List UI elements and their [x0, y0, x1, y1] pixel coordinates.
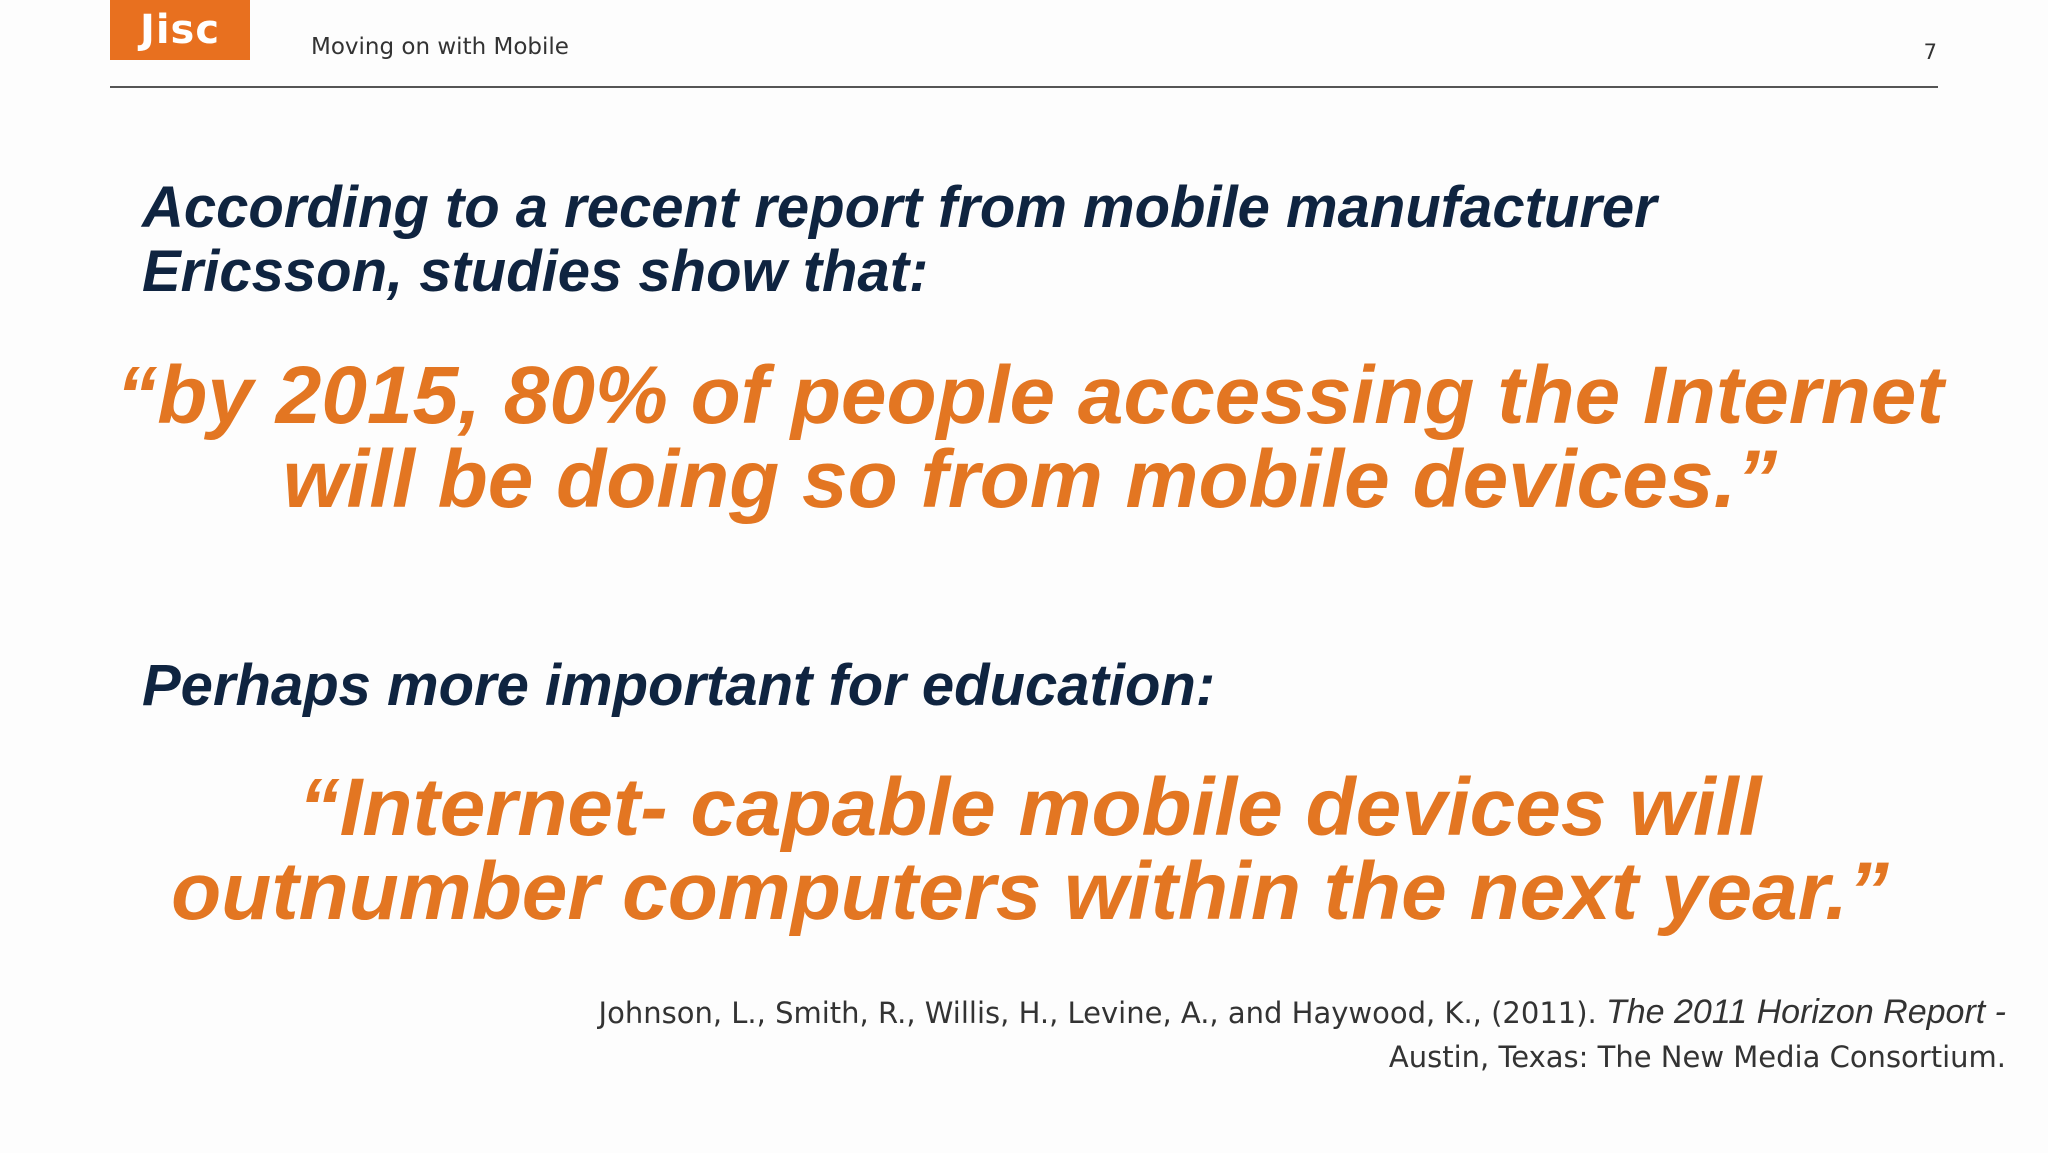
education-statement: Perhaps more important for education:	[142, 653, 1216, 718]
lead-statement: According to a recent report from mobile…	[142, 175, 1657, 304]
header-title: Moving on with Mobile	[311, 34, 569, 60]
header-divider	[110, 86, 1938, 88]
education-quote: “Internet- capable mobile devices will o…	[171, 762, 1889, 937]
ericsson-quote: “by 2015, 80% of people accessing the In…	[116, 350, 1944, 525]
citation: Johnson, L., Smith, R., Willis, H., Levi…	[406, 990, 2006, 1079]
citation-publisher: Austin, Texas: The New Media Consortium.	[1388, 1040, 2006, 1074]
citation-authors: Johnson, L., Smith, R., Willis, H., Levi…	[598, 996, 1597, 1030]
citation-title: The 2011 Horizon Report -	[1605, 993, 2006, 1031]
jisc-logo: Jisc	[110, 0, 250, 60]
page-number: 7	[1923, 40, 1937, 64]
